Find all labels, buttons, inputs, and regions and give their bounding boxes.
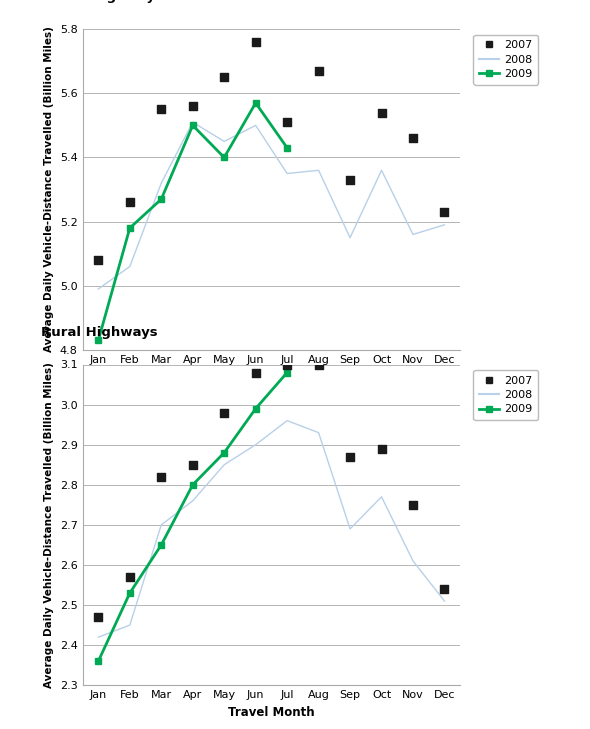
Y-axis label: Average Daily Vehicle-Distance Travelled (Billion Miles): Average Daily Vehicle-Distance Travelled… <box>44 26 54 353</box>
Point <box>156 104 166 115</box>
Point <box>94 611 103 623</box>
Point <box>440 206 449 218</box>
Point <box>125 572 135 583</box>
Point <box>345 451 355 462</box>
Y-axis label: Average Daily Vehicle-Distance Travelled (Billion Miles): Average Daily Vehicle-Distance Travelled… <box>44 362 54 688</box>
Point <box>283 117 292 128</box>
Point <box>251 367 260 378</box>
Point <box>314 65 323 77</box>
Point <box>377 443 386 455</box>
Point <box>219 407 229 418</box>
Point <box>125 197 135 208</box>
Point <box>188 101 198 112</box>
Point <box>283 359 292 370</box>
Point <box>156 471 166 483</box>
Point <box>219 71 229 83</box>
Point <box>251 36 260 48</box>
X-axis label: Travel Month: Travel Month <box>228 706 314 719</box>
X-axis label: Travel Month: Travel Month <box>228 370 314 383</box>
Point <box>345 174 355 186</box>
Point <box>408 499 418 510</box>
Point <box>377 106 386 118</box>
Legend: 2007, 2008, 2009: 2007, 2008, 2009 <box>473 35 538 85</box>
Point <box>440 583 449 595</box>
Point <box>94 254 103 266</box>
Point <box>188 459 198 471</box>
Point <box>314 359 323 370</box>
Text: Rural Highways: Rural Highways <box>41 326 158 339</box>
Legend: 2007, 2008, 2009: 2007, 2008, 2009 <box>473 370 538 420</box>
Text: Urban Highways: Urban Highways <box>41 0 163 4</box>
Point <box>408 133 418 144</box>
